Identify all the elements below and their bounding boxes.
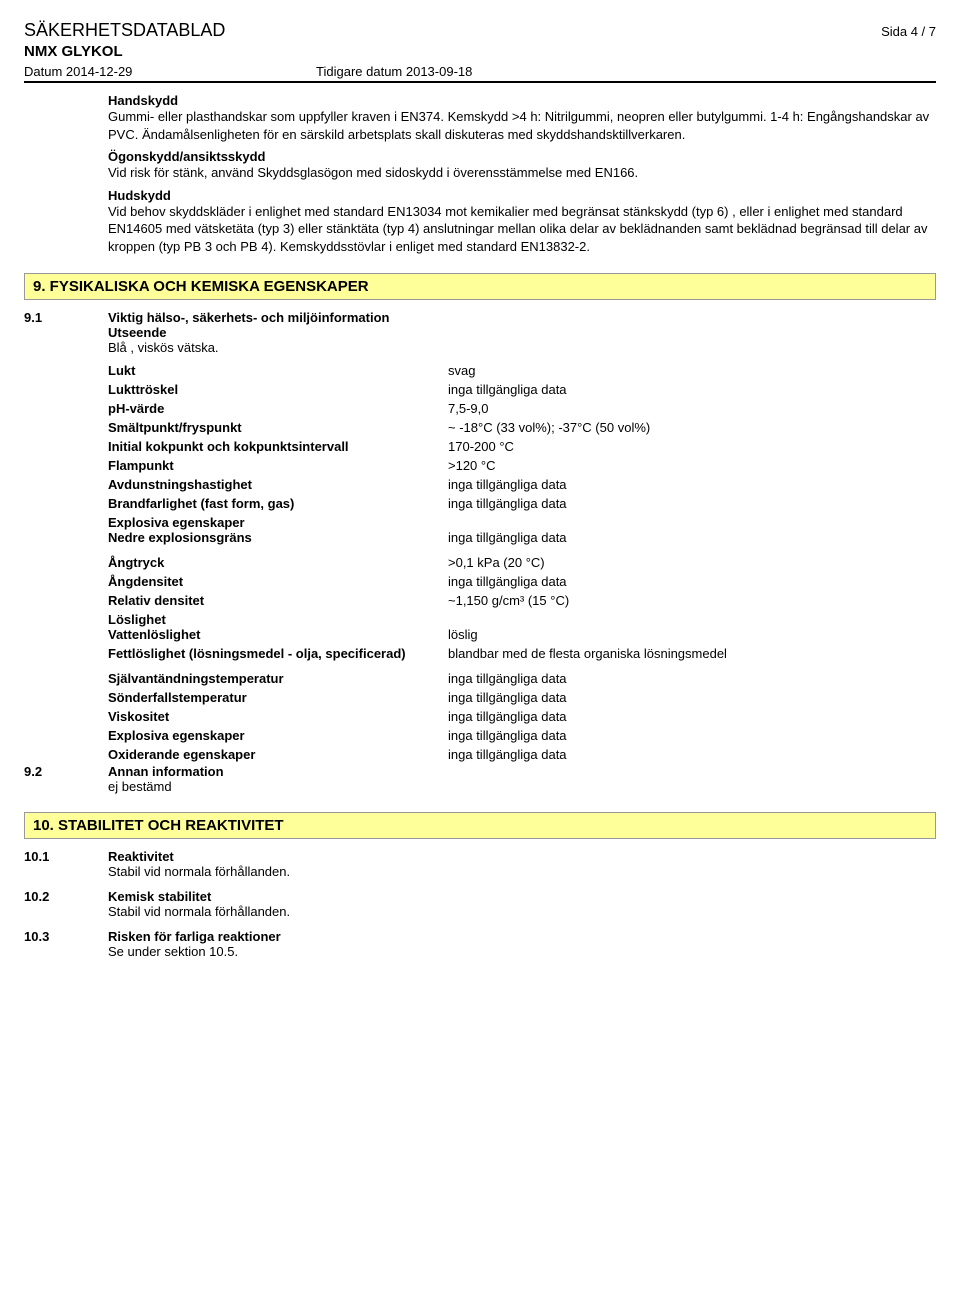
- section-10-row: 10.1ReaktivitetStabil vid normala förhål…: [24, 849, 936, 879]
- property-value: inga tillgängliga data: [448, 709, 936, 724]
- property-value: inga tillgängliga data: [448, 728, 936, 743]
- section-10-num: 10.2: [24, 889, 108, 919]
- property-row: Ångdensitetinga tillgängliga data: [108, 572, 936, 591]
- property-row: Viskositetinga tillgängliga data: [108, 707, 936, 726]
- skin-protection-text: Vid behov skyddskläder i enlighet med st…: [108, 203, 936, 256]
- section-10-text: Stabil vid normala förhållanden.: [108, 904, 936, 919]
- property-label: Lukt: [108, 363, 448, 378]
- utseende-value: Blå , viskös vätska.: [108, 340, 936, 355]
- section-10-text: Se under sektion 10.5.: [108, 944, 936, 959]
- property-label: Brandfarlighet (fast form, gas): [108, 496, 448, 511]
- property-label: Explosiva egenskaper: [108, 728, 448, 743]
- property-value: 7,5-9,0: [448, 401, 936, 416]
- property-label: Ångtryck: [108, 555, 448, 570]
- section-10-row: 10.2Kemisk stabilitetStabil vid normala …: [24, 889, 936, 919]
- property-row: Relativ densitet~1,150 g/cm³ (15 °C): [108, 591, 936, 610]
- fat-solubility-value: blandbar med de flesta organiska lösning…: [448, 646, 936, 661]
- water-solubility-label: Vattenlöslighet: [108, 627, 448, 642]
- section-10-row: 10.3Risken för farliga reaktionerSe unde…: [24, 929, 936, 959]
- eye-protection-text: Vid risk för stänk, använd Skyddsglasögo…: [108, 164, 936, 182]
- page-number: Sida 4 / 7: [881, 24, 936, 39]
- product-name: NMX GLYKOL: [24, 43, 936, 60]
- explosive-group-label: Explosiva egenskaper: [108, 515, 448, 530]
- property-value: inga tillgängliga data: [448, 690, 936, 705]
- property-label: Sönderfallstemperatur: [108, 690, 448, 705]
- property-row: pH-värde7,5-9,0: [108, 399, 936, 418]
- property-label: Smältpunkt/fryspunkt: [108, 420, 448, 435]
- property-row: Sönderfallstemperaturinga tillgängliga d…: [108, 688, 936, 707]
- property-label: Viskositet: [108, 709, 448, 724]
- property-label: Initial kokpunkt och kokpunktsintervall: [108, 439, 448, 454]
- property-row: Explosiva egenskaperinga tillgängliga da…: [108, 726, 936, 745]
- property-value: 170-200 °C: [448, 439, 936, 454]
- section-10-num: 10.3: [24, 929, 108, 959]
- doc-title: SÄKERHETSDATABLAD: [24, 20, 225, 41]
- property-label: Avdunstningshastighet: [108, 477, 448, 492]
- property-value: inga tillgängliga data: [448, 671, 936, 686]
- property-label: Lukttröskel: [108, 382, 448, 397]
- property-row: Smältpunkt/fryspunkt~ -18°C (33 vol%); -…: [108, 418, 936, 437]
- lower-explosion-label: Nedre explosionsgräns: [108, 530, 448, 545]
- section-9-2-num: 9.2: [24, 764, 108, 794]
- section-9-2-title: Annan information: [108, 764, 936, 779]
- section-9-1-num: 9.1: [24, 310, 108, 764]
- hand-protection-text: Gummi- eller plasthandskar som uppfyller…: [108, 108, 936, 143]
- skin-protection-title: Hudskydd: [108, 188, 936, 203]
- property-row: Brandfarlighet (fast form, gas)inga till…: [108, 494, 936, 513]
- solubility-group-label: Löslighet: [108, 612, 448, 627]
- property-value: inga tillgängliga data: [448, 574, 936, 589]
- property-row: Avdunstningshastighetinga tillgängliga d…: [108, 475, 936, 494]
- property-value: svag: [448, 363, 936, 378]
- section-10-header: 10. STABILITET OCH REAKTIVITET: [24, 812, 936, 839]
- property-value: inga tillgängliga data: [448, 477, 936, 492]
- date-current: Datum 2014-12-29: [24, 64, 132, 79]
- property-row: Initial kokpunkt och kokpunktsintervall1…: [108, 437, 936, 456]
- property-row: Luktsvag: [108, 361, 936, 380]
- section-9-header: 9. FYSIKALISKA OCH KEMISKA EGENSKAPER: [24, 273, 936, 300]
- section-10-subtitle: Risken för farliga reaktioner: [108, 929, 936, 944]
- fat-solubility-label: Fettlöslighet (lösningsmedel - olja, spe…: [108, 646, 448, 661]
- property-row: Ångtryck>0,1 kPa (20 °C): [108, 553, 936, 572]
- hand-protection-title: Handskydd: [108, 93, 936, 108]
- property-value: inga tillgängliga data: [448, 747, 936, 762]
- section-10-num: 10.1: [24, 849, 108, 879]
- property-value: >0,1 kPa (20 °C): [448, 555, 936, 570]
- property-row: Självantändningstemperaturinga tillgängl…: [108, 669, 936, 688]
- section-9-2-text: ej bestämd: [108, 779, 936, 794]
- section-9-1-title: Viktig hälso-, säkerhets- och miljöinfor…: [108, 310, 936, 325]
- lower-explosion-value: inga tillgängliga data: [448, 530, 936, 545]
- property-label: Självantändningstemperatur: [108, 671, 448, 686]
- section-10-subtitle: Reaktivitet: [108, 849, 936, 864]
- property-row: Oxiderande egenskaperinga tillgängliga d…: [108, 745, 936, 764]
- property-label: Relativ densitet: [108, 593, 448, 608]
- property-label: Ångdensitet: [108, 574, 448, 589]
- property-value: ~ -18°C (33 vol%); -37°C (50 vol%): [448, 420, 936, 435]
- property-label: pH-värde: [108, 401, 448, 416]
- section-10-text: Stabil vid normala förhållanden.: [108, 864, 936, 879]
- property-label: Flampunkt: [108, 458, 448, 473]
- date-previous: Tidigare datum 2013-09-18: [316, 64, 472, 79]
- property-value: >120 °C: [448, 458, 936, 473]
- section-10-subtitle: Kemisk stabilitet: [108, 889, 936, 904]
- water-solubility-value: löslig: [448, 627, 936, 642]
- property-label: Oxiderande egenskaper: [108, 747, 448, 762]
- property-value: inga tillgängliga data: [448, 496, 936, 511]
- property-row: Flampunkt>120 °C: [108, 456, 936, 475]
- utseende-label: Utseende: [108, 325, 936, 340]
- eye-protection-title: Ögonskydd/ansiktsskydd: [108, 149, 936, 164]
- property-value: ~1,150 g/cm³ (15 °C): [448, 593, 936, 608]
- property-value: inga tillgängliga data: [448, 382, 936, 397]
- property-row: Lukttröskelinga tillgängliga data: [108, 380, 936, 399]
